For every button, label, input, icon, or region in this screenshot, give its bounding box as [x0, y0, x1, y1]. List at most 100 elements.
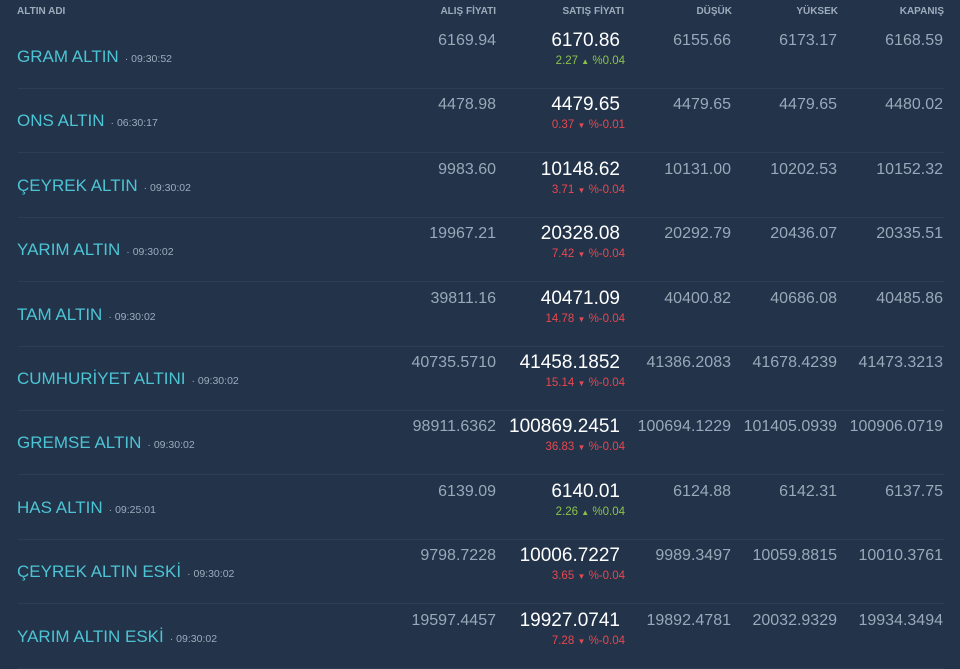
high-price: 101405.0939: [743, 418, 837, 436]
gold-name[interactable]: TAM ALTIN · 09:30:02: [17, 305, 156, 325]
buy-price: 9798.7228: [420, 547, 496, 565]
gold-name-label: ÇEYREK ALTIN ESKİ: [17, 562, 182, 582]
update-time: · 09:30:02: [187, 568, 235, 581]
sell-price: 6170.86: [551, 30, 620, 51]
sell-price: 10148.62: [540, 158, 620, 180]
gold-name[interactable]: GRAM ALTIN · 09:30:52: [17, 47, 172, 67]
arrow-down-icon: ▼: [577, 185, 586, 195]
table-row[interactable]: ÇEYREK ALTIN · 09:30:02 9983.60 10148.62 …: [0, 154, 960, 218]
gold-name-label: GREMSE ALTIN: [17, 433, 142, 453]
buy-price: 6169.94: [438, 32, 496, 49]
close-price: 20335.51: [876, 225, 943, 243]
table-row[interactable]: ÇEYREK ALTIN ESKİ · 09:30:02 9798.7228 10…: [0, 540, 960, 605]
change-percent: %0.04: [592, 505, 625, 518]
change-percent: %-0.04: [588, 377, 625, 389]
arrow-down-icon: ▼: [577, 121, 586, 131]
gold-name-label: ÇEYREK ALTIN: [17, 175, 138, 195]
low-price: 20292.79: [664, 225, 731, 243]
table-row[interactable]: CUMHURİYET ALTINI · 09:30:02 40735.5710 4…: [0, 347, 960, 411]
arrow-down-icon: ▼: [577, 443, 586, 453]
sell-price: 6140.01: [551, 480, 620, 502]
close-price: 6168.59: [885, 32, 943, 49]
gold-name[interactable]: HAS ALTIN · 09:25:01: [17, 498, 156, 518]
close-price: 40485.86: [876, 289, 943, 307]
gold-name-label: YARIM ALTIN ESKİ: [17, 626, 164, 646]
table-row[interactable]: YARIM ALTIN ESKİ · 09:30:02 19597.4457 19…: [0, 605, 960, 669]
buy-price: 40735.5710: [411, 354, 496, 371]
change-value: 3.65: [551, 570, 575, 583]
table-row[interactable]: HAS ALTIN · 09:25:01 6139.09 6140.01 2.26…: [0, 476, 960, 540]
row-divider: [18, 281, 944, 283]
high-price: 10059.8815: [752, 547, 837, 565]
time-value: 09:30:02: [150, 181, 191, 194]
change: 2.26 ▲ %0.04: [556, 506, 625, 518]
low-price: 10131.00: [664, 160, 731, 178]
arrow-up-icon: ▲: [581, 57, 590, 66]
high-price: 20436.07: [770, 225, 837, 243]
arrow-down-icon: ▼: [577, 572, 586, 582]
arrow-down-icon: ▼: [577, 314, 586, 324]
close-price: 100906.0719: [849, 418, 943, 436]
change-percent: %-0.04: [588, 441, 625, 454]
update-time: · 09:30:02: [108, 310, 156, 323]
sell-price: 40471.09: [540, 287, 620, 309]
buy-price: 9983.60: [438, 160, 496, 178]
update-time: · 09:30:02: [126, 246, 174, 259]
gold-name[interactable]: YARIM ALTIN ESKİ · 09:30:02: [17, 627, 217, 647]
change-percent: %-0.04: [588, 248, 625, 261]
time-value: 09:30:02: [193, 568, 235, 581]
table-row[interactable]: GRAM ALTIN · 09:30:52 6169.94 6170.86 2.2…: [0, 25, 960, 89]
close-price: 10010.3761: [858, 547, 943, 565]
buy-price: 6139.09: [438, 482, 496, 500]
change-value: 2.27: [555, 55, 579, 67]
sell-price: 19927.0741: [519, 609, 620, 631]
high-price: 20032.9329: [752, 611, 837, 629]
change-value: 7.42: [551, 248, 575, 261]
gold-name[interactable]: YARIM ALTIN · 09:30:02: [17, 240, 174, 260]
change: 3.65 ▼ %-0.04: [552, 570, 625, 582]
change-value: 3.71: [551, 183, 575, 196]
time-value: 06:30:17: [116, 117, 158, 130]
header-name: ALTIN ADI: [17, 6, 66, 17]
sell-price: 20328.08: [540, 223, 620, 245]
time-value: 09:30:52: [131, 53, 172, 65]
buy-price: 19967.21: [429, 225, 496, 243]
low-price: 41386.2083: [646, 354, 731, 371]
header-close[interactable]: KAPANIŞ: [899, 6, 944, 17]
low-price: 6155.66: [673, 32, 731, 49]
row-divider: [18, 88, 944, 89]
gold-name[interactable]: ÇEYREK ALTIN · 09:30:02: [17, 176, 191, 196]
header-low[interactable]: DÜŞÜK: [696, 6, 732, 17]
arrow-down-icon: ▼: [577, 379, 586, 388]
table-row[interactable]: ONS ALTIN · 06:30:17 4478.98 4479.65 0.37…: [0, 89, 960, 154]
change-percent: %-0.01: [588, 119, 625, 132]
buy-price: 19597.4457: [411, 611, 496, 629]
table-row[interactable]: GREMSE ALTIN · 09:30:02 98911.6362 100869…: [0, 411, 960, 476]
header-buy[interactable]: ALIŞ FİYATI: [440, 6, 496, 17]
change-percent: %-0.04: [588, 183, 625, 196]
arrow-down-icon: ▼: [577, 636, 586, 646]
change: 2.27 ▲ %0.04: [556, 55, 625, 67]
close-price: 10152.32: [876, 160, 943, 178]
table-row[interactable]: YARIM ALTIN · 09:30:02 19967.21 20328.08 …: [0, 218, 960, 283]
time-value: 09:30:02: [132, 246, 174, 259]
table-header: ALTIN ADI ALIŞ FİYATI SATIŞ FİYATI DÜŞÜK…: [0, 0, 960, 25]
table-row[interactable]: TAM ALTIN · 09:30:02 39811.16 40471.09 14…: [0, 283, 960, 347]
gold-name[interactable]: ÇEYREK ALTIN ESKİ · 09:30:02: [17, 562, 234, 582]
change-value: 15.14: [545, 377, 575, 389]
buy-price: 4478.98: [438, 96, 496, 114]
gold-name[interactable]: GREMSE ALTIN · 09:30:02: [17, 433, 195, 453]
change: 15.14 ▼ %-0.04: [545, 377, 625, 389]
change: 3.71 ▼ %-0.04: [552, 184, 625, 196]
change: 0.37 ▼ %-0.01: [552, 119, 625, 131]
time-value: 09:25:01: [115, 503, 156, 516]
update-time: · 09:30:02: [143, 181, 191, 194]
row-divider: [18, 410, 944, 411]
gold-name[interactable]: ONS ALTIN · 06:30:17: [17, 111, 158, 131]
header-sell[interactable]: SATIŞ FİYATI: [562, 6, 625, 17]
gold-name[interactable]: CUMHURİYET ALTINI · 09:30:02: [17, 369, 239, 389]
change: 7.28 ▼ %-0.04: [552, 635, 625, 647]
arrow-up-icon: ▲: [581, 507, 590, 517]
header-high[interactable]: YÜKSEK: [796, 6, 838, 17]
update-time: · 09:25:01: [108, 503, 156, 516]
